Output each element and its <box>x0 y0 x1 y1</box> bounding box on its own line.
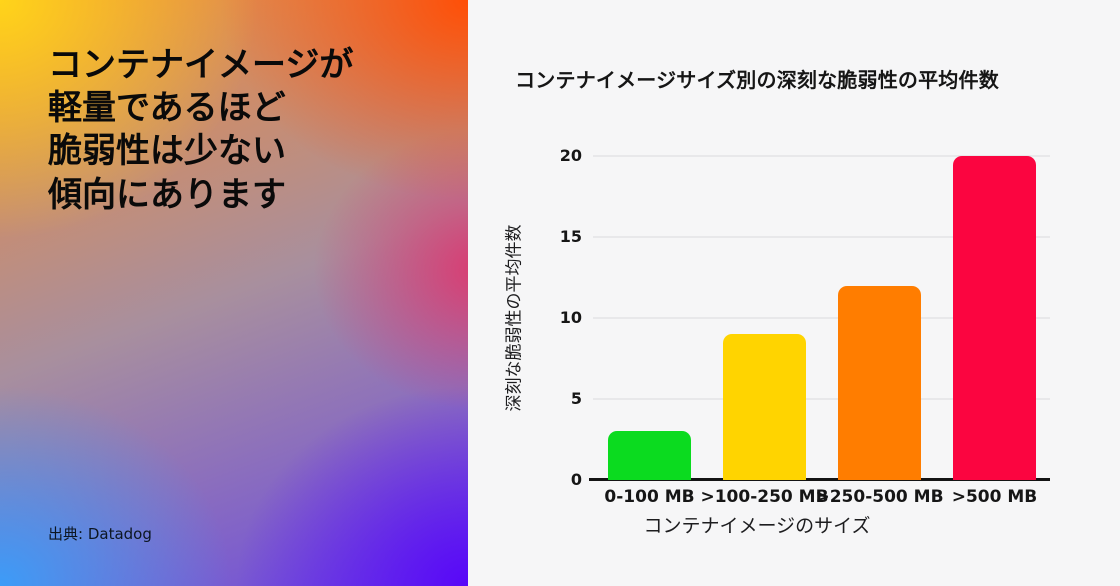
x-axis-label: コンテナイメージのサイズ <box>643 515 871 537</box>
x-tick-label: >100-250 MB <box>700 487 829 507</box>
bar->500 MB <box>953 156 1036 480</box>
plot-area <box>589 155 1050 481</box>
gridline-5 <box>593 398 1050 400</box>
x-tick-label: 0-100 MB <box>604 487 695 507</box>
y-tick-label: 20 <box>559 146 582 165</box>
x-tick-label: >250-500 MB <box>815 487 944 507</box>
chart-panel: コンテナイメージサイズ別の深刻な脆弱性の平均件数 深刻な脆弱性の平均件数 コンテ… <box>468 0 1120 586</box>
bar-0-100 MB <box>608 431 691 480</box>
gridline-20 <box>593 155 1050 157</box>
chart-title: コンテナイメージサイズ別の深刻な脆弱性の平均件数 <box>515 68 999 92</box>
headline: コンテナイメージが 軽量であるほど 脆弱性は少ない 傾向にあります <box>48 44 428 217</box>
y-tick-label: 15 <box>559 227 582 246</box>
headline-line: 傾向にあります <box>48 174 286 215</box>
source-credit: 出典: Datadog <box>48 525 152 543</box>
y-tick-label: 0 <box>570 470 582 489</box>
gridline-10 <box>593 317 1050 319</box>
gradient-panel: コンテナイメージが 軽量であるほど 脆弱性は少ない 傾向にあります 出典: Da… <box>0 0 468 586</box>
headline-line: 脆弱性は少ない <box>48 131 286 172</box>
gridline-15 <box>593 236 1050 238</box>
headline-line: コンテナイメージが <box>48 45 354 85</box>
headline-line: 軽量であるほど <box>48 88 286 129</box>
x-axis-line <box>589 478 1050 481</box>
y-tick-label: 5 <box>570 389 582 408</box>
bar->100-250 MB <box>723 334 806 480</box>
y-tick-label: 10 <box>559 308 582 327</box>
bar->250-500 MB <box>838 286 921 480</box>
x-tick-label: >500 MB <box>951 487 1038 507</box>
